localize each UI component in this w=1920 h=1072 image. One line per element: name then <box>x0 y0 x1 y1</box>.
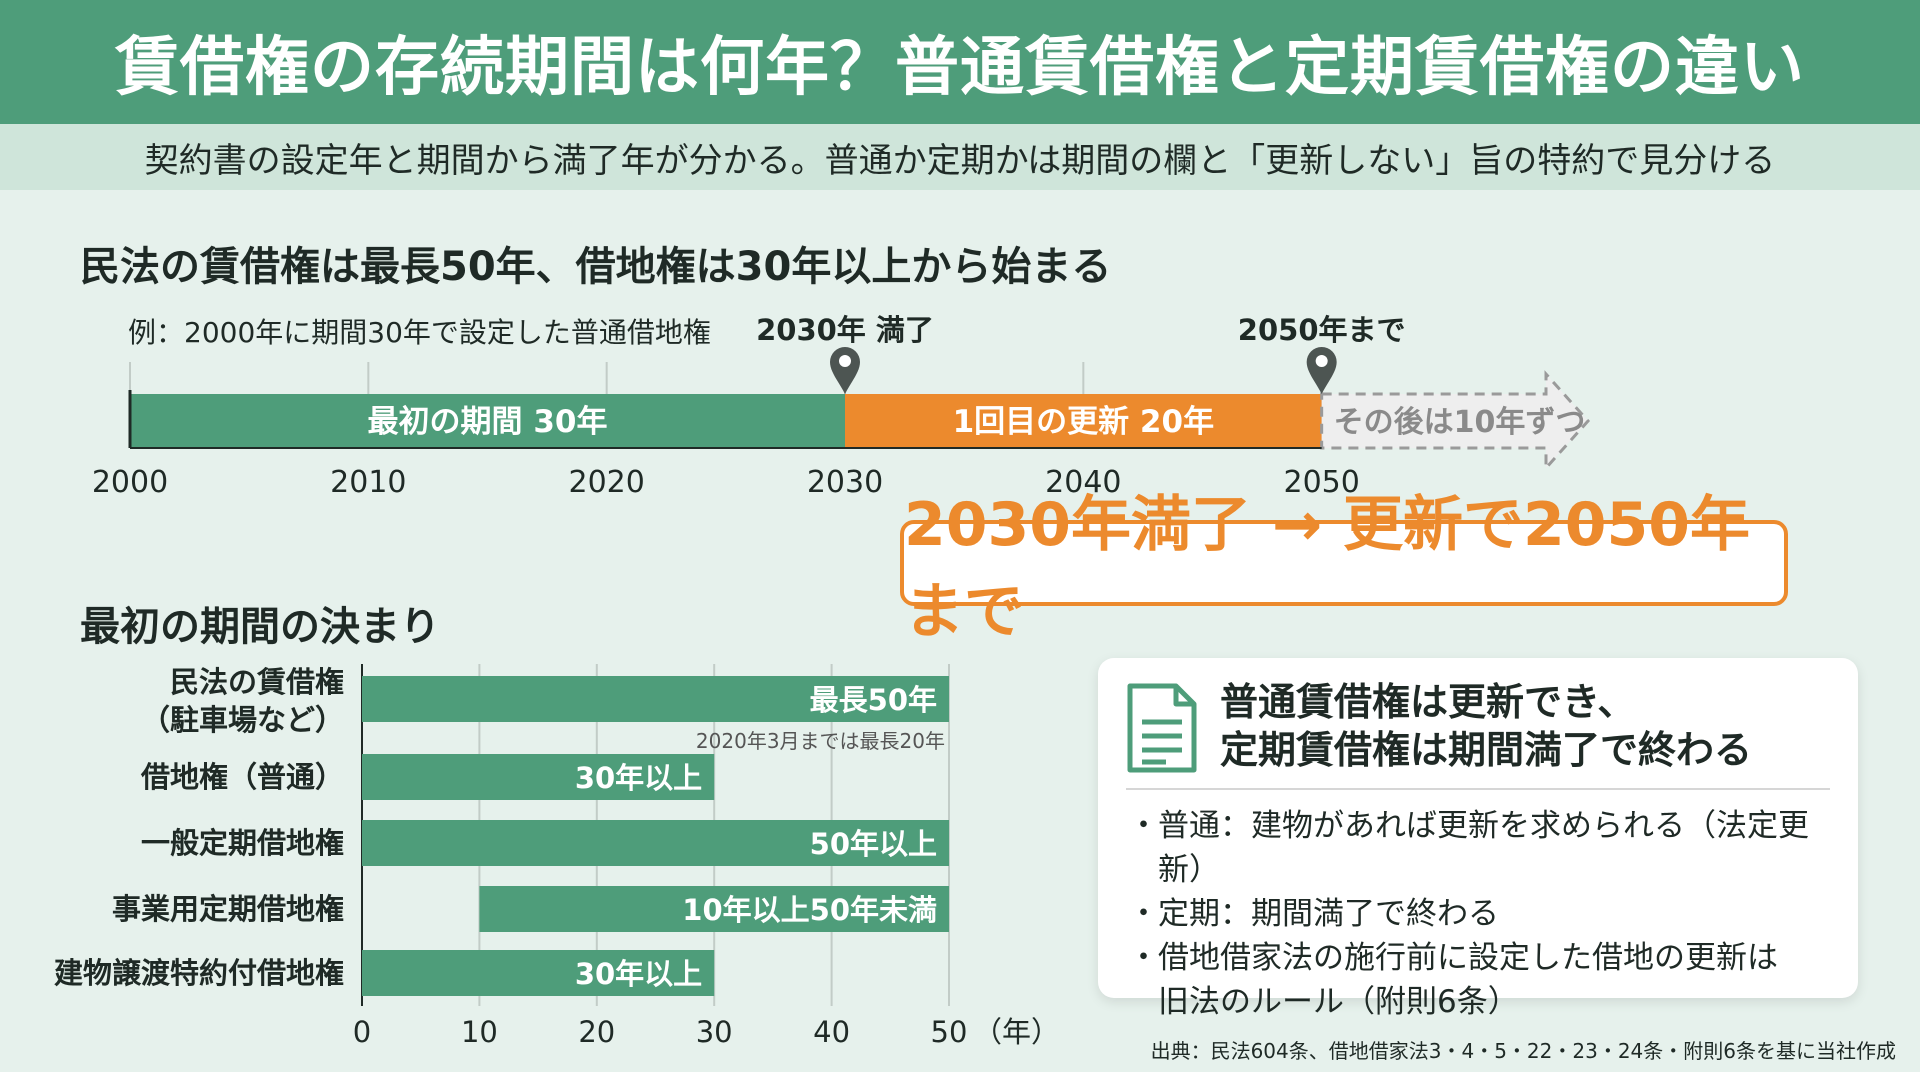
timeline-marker-label: 2030年 満了 <box>756 313 934 347</box>
timeline-segment-continuation <box>1320 370 1591 472</box>
bar-value-label: 50年以上 <box>810 827 937 861</box>
bar-value-label: 30年以上 <box>575 957 702 991</box>
bar <box>362 820 949 866</box>
timeline-tick-label: 2040 <box>1045 465 1121 500</box>
timeline-segment <box>130 394 845 448</box>
bar-chart-unit-label: （年） <box>973 1015 1060 1049</box>
bar-category-label: （駐車場など） <box>141 703 344 737</box>
timeline-tick-label: 2050 <box>1283 465 1359 500</box>
page-subtitle: 契約書の設定年と期間から満了年が分かる。普通か定期かは期間の欄と「更新しない」旨… <box>0 124 1920 190</box>
page-title: 賃借権の存続期間は何年？普通賃借権と定期賃借権の違い <box>0 0 1920 124</box>
card-list-item: ・借地借家法の施行前に設定した借地の更新は 旧法のルール（附則6条） <box>1128 940 1778 1020</box>
bar-category-label: 建物譲渡特約付借地権 <box>54 956 344 990</box>
bar-chart-tick-label: 40 <box>813 1015 850 1049</box>
map-pin-icon-hole <box>1315 355 1328 367</box>
bar <box>362 754 715 800</box>
bar <box>362 676 949 722</box>
map-pin-icon <box>830 347 860 394</box>
source-note: 出典：民法604条、借地借家法3・4・5・22・23・24条・附則6条を基に当社… <box>1150 1039 1896 1063</box>
document-icon <box>1127 683 1197 773</box>
bar-chart-tick-label: 20 <box>578 1015 615 1049</box>
timeline-example-label: 例：2000年に期間30年で設定した普通借地権 <box>128 316 711 349</box>
bar-value-label: 10年以上50年未満 <box>682 893 937 927</box>
card-title-line: 定期賃借権は期間満了で終わる <box>1220 728 1753 772</box>
map-pin-icon <box>1306 347 1337 394</box>
timeline-section-title: 民法の賃借権は最長50年、借地権は30年以上から始まる <box>80 244 1112 290</box>
bars-section-title: 最初の期間の決まり <box>80 604 440 650</box>
bar-category-label: 民法の賃借権 <box>170 665 344 699</box>
bar <box>479 886 949 932</box>
bar-chart-tick-label: 30 <box>696 1015 733 1049</box>
timeline-tick-label: 2010 <box>330 465 406 500</box>
timeline-tick-label: 2030 <box>807 465 883 500</box>
card-title: 普通賃借権は更新でき、 定期賃借権は期間満了で終わる <box>1220 678 1840 774</box>
bar-category-label: 一般定期借地権 <box>141 826 344 860</box>
card-title-line: 普通賃借権は更新でき、 <box>1220 680 1636 724</box>
bar <box>362 950 715 996</box>
summary-card: 普通賃借権は更新でき、 定期賃借権は期間満了で終わる ・普通：建物があれば更新を… <box>1098 658 1858 1020</box>
timeline-segment-label: 最初の期間 30年 <box>368 404 608 440</box>
bar-chart-tick-label: 50 <box>931 1015 968 1049</box>
timeline-tick-label: 2000 <box>92 465 168 500</box>
timeline-tick-label: 2020 <box>568 465 644 500</box>
bar-note: 2020年3月までは最長20年 <box>696 729 945 753</box>
timeline-marker-label: 2050年まで <box>1238 313 1406 347</box>
card-list: ・普通：建物があれば更新を求められる（法定更新） ・定期：期間満了で終わる ・借… <box>1128 804 1848 1024</box>
bar-value-label: 最長50年 <box>810 683 937 717</box>
timeline-segment-label: 1回目の更新 20年 <box>953 404 1215 440</box>
bar-category-label: 事業用定期借地権 <box>112 892 344 926</box>
card-divider <box>1126 788 1830 790</box>
bar-chart-tick-label: 10 <box>461 1015 498 1049</box>
bar-value-label: 30年以上 <box>575 761 702 795</box>
bar-chart-tick-label: 0 <box>353 1015 371 1049</box>
card-list-item: ・定期：期間満了で終わる <box>1128 896 1499 932</box>
bar-category-label: 借地権（普通） <box>140 760 344 794</box>
timeline-segment-label: その後は10年ずつ <box>1334 405 1586 440</box>
timeline-segment <box>845 394 1322 448</box>
map-pin-icon-hole <box>839 355 851 367</box>
card-list-item: ・普通：建物があれば更新を求められる（法定更新） <box>1128 808 1809 888</box>
